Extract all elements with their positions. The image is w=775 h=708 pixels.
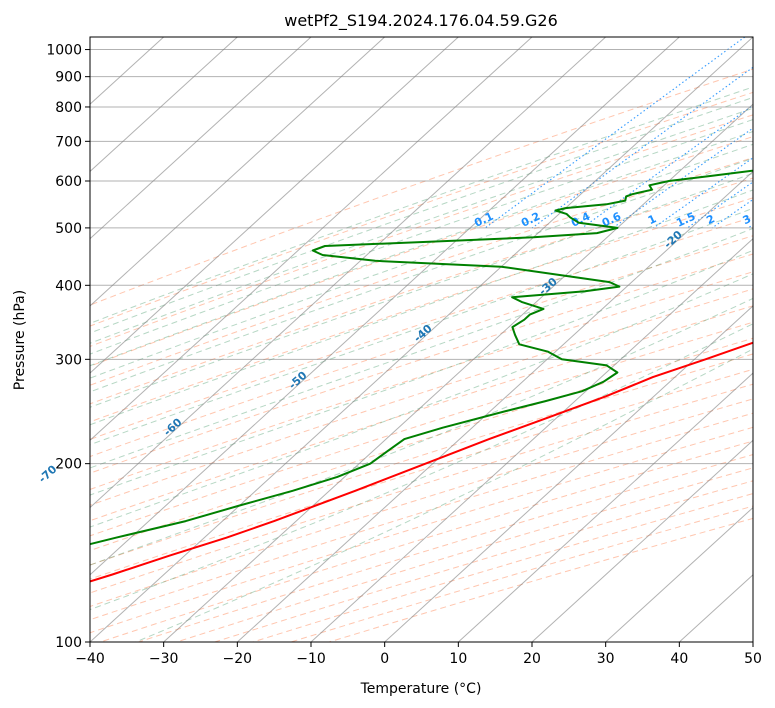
mixing-ratio-line xyxy=(653,157,753,229)
y-tick-label: 600 xyxy=(55,174,82,190)
y-tick-label: 1000 xyxy=(46,43,82,59)
data-series xyxy=(90,169,753,583)
y-axis-label: Pressure (hPa) xyxy=(12,290,28,390)
moist-adiabat-line xyxy=(90,273,753,528)
isotherm-gridline xyxy=(605,506,753,642)
isotherm-gridline xyxy=(90,37,680,576)
isotherm-gridline xyxy=(90,37,533,442)
x-tick-label: −20 xyxy=(223,651,253,667)
dry-adiabat-line xyxy=(90,271,753,490)
y-tick-label: 800 xyxy=(55,100,82,116)
moist-adiabat-line xyxy=(90,119,753,355)
plot-frame xyxy=(89,36,754,643)
isotherm-gridline xyxy=(90,37,312,240)
isotherm-gridline xyxy=(90,37,607,509)
y-tick-label: 700 xyxy=(55,134,82,150)
isotherm-gridline xyxy=(752,641,753,642)
isotherm-gridline xyxy=(90,37,753,642)
dry-adiabat-line xyxy=(90,253,753,474)
isotherm-gridline xyxy=(310,237,753,642)
x-tick-label: 50 xyxy=(744,651,762,667)
x-tick-label: −40 xyxy=(75,651,105,667)
y-tick-label: 200 xyxy=(55,457,82,473)
y-tick-label: 900 xyxy=(55,70,82,86)
isotherm-gridline xyxy=(236,170,753,642)
dry-adiabat-line xyxy=(90,216,753,440)
x-axis-label: Temperature (°C) xyxy=(360,681,482,697)
x-tick-label: 0 xyxy=(380,651,389,667)
y-tick-label: 100 xyxy=(55,635,82,651)
y-tick-label: 400 xyxy=(55,278,82,294)
x-tick-label: 40 xyxy=(670,651,688,667)
dry-adiabat-line xyxy=(90,68,753,306)
isotherm-gridline xyxy=(384,305,753,642)
x-axis: −40 −30 −20 −10 0 10 20 30 40 50 xyxy=(75,642,762,667)
dewpoint-line xyxy=(90,169,753,546)
isotherm-gridline xyxy=(531,439,753,642)
mixing-ratio-line xyxy=(531,66,753,229)
moist-adiabat-line xyxy=(90,207,753,446)
dry-adiabat-line xyxy=(90,305,753,522)
y-tick-label: 300 xyxy=(55,352,82,368)
background-lines xyxy=(90,37,753,642)
moist-adiabat-line xyxy=(90,249,753,496)
dry-adiabat-line xyxy=(90,321,753,537)
x-tick-label: 10 xyxy=(449,651,467,667)
x-tick-label: 30 xyxy=(597,651,615,667)
dry-adiabat-line xyxy=(90,353,753,566)
dry-adiabat-line xyxy=(90,383,753,594)
isotherm-gridline xyxy=(90,37,386,307)
isotherm-gridline xyxy=(90,37,238,173)
isotherm-gridline xyxy=(457,372,753,642)
moist-adiabat-line xyxy=(90,172,753,408)
dry-adiabat-line xyxy=(90,91,753,327)
isotherm-gridline xyxy=(163,103,753,642)
gridlines xyxy=(90,37,753,642)
x-tick-label: 20 xyxy=(523,651,541,667)
isotherm-gridline xyxy=(90,37,459,374)
y-tick-label: 500 xyxy=(55,221,82,237)
dry-adiabat-line xyxy=(90,114,753,347)
x-tick-label: −10 xyxy=(296,651,326,667)
mixing-ratio-line xyxy=(484,37,746,229)
y-axis: 100 200 300 400 500 600 700 800 900 1000 xyxy=(46,43,90,651)
dry-adiabat-line xyxy=(90,177,753,405)
x-tick-label: −30 xyxy=(149,651,179,667)
moist-adiabat-line xyxy=(135,348,753,642)
chart-title: wetPf2_S194.2024.176.04.59.G26 xyxy=(284,11,558,31)
temperature-line xyxy=(90,341,753,583)
